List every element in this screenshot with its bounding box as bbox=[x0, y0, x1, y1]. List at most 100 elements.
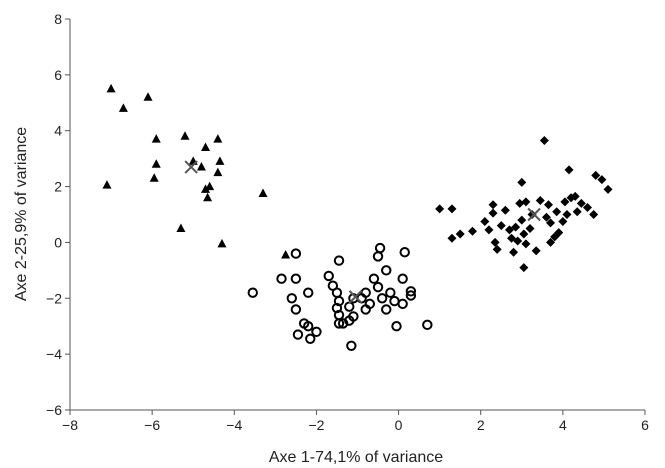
circle-point bbox=[391, 321, 402, 332]
circle-point bbox=[286, 293, 297, 304]
diamond-point bbox=[513, 236, 523, 246]
y-tick-label: 2 bbox=[54, 179, 62, 195]
x-tick-label: 2 bbox=[477, 417, 485, 433]
diamond-point bbox=[447, 233, 457, 243]
centroid-marker bbox=[527, 207, 541, 222]
triangle-point bbox=[196, 162, 206, 171]
series-triangle bbox=[102, 83, 291, 259]
circle-point bbox=[372, 281, 384, 293]
diamond-point bbox=[564, 165, 574, 175]
y-tick-label: −4 bbox=[46, 346, 62, 362]
diamond-point bbox=[535, 196, 545, 206]
centroid-marker bbox=[348, 290, 363, 304]
diamond-point bbox=[507, 233, 517, 243]
circle-point bbox=[346, 340, 357, 351]
diamond-point bbox=[525, 223, 535, 233]
centroid-markers bbox=[184, 160, 541, 304]
diamond-point bbox=[517, 215, 527, 225]
circle-point bbox=[247, 287, 258, 298]
circle-point bbox=[376, 293, 388, 304]
circle-point bbox=[344, 301, 355, 312]
triangle-point bbox=[213, 167, 223, 177]
x-tick-label: −4 bbox=[226, 417, 242, 433]
diamond-point bbox=[589, 210, 599, 219]
diamond-point bbox=[496, 221, 506, 231]
triangle-point bbox=[203, 192, 213, 202]
data-points bbox=[102, 83, 613, 351]
triangle-point bbox=[176, 223, 186, 232]
circle-point bbox=[385, 287, 396, 298]
series-diamond bbox=[435, 135, 613, 273]
diamond-point bbox=[546, 218, 556, 228]
x-tick-label: −6 bbox=[144, 417, 160, 433]
triangle-point bbox=[217, 238, 227, 248]
y-tick-label: −6 bbox=[46, 402, 62, 418]
y-axis-title: Axe 2-25,9% of variance bbox=[13, 127, 30, 301]
circle-point bbox=[368, 273, 380, 284]
x-tick-label: −8 bbox=[62, 417, 78, 433]
x-tick-label: −2 bbox=[308, 417, 324, 433]
triangle-point bbox=[149, 173, 159, 182]
circle-point bbox=[276, 273, 287, 284]
circle-point bbox=[397, 273, 408, 284]
triangle-point bbox=[201, 184, 211, 193]
triangle-point bbox=[205, 181, 215, 191]
circle-point bbox=[405, 290, 417, 301]
triangle-point bbox=[151, 159, 161, 168]
triangle-point bbox=[151, 134, 161, 143]
x-tick-label: 4 bbox=[559, 417, 567, 433]
circle-point bbox=[405, 286, 417, 297]
circle-point bbox=[399, 247, 410, 258]
triangle-point bbox=[143, 92, 153, 101]
diamond-point bbox=[519, 263, 529, 273]
diamond-point bbox=[480, 216, 490, 226]
x-tick-label: 6 bbox=[641, 417, 649, 433]
circle-point bbox=[374, 242, 386, 254]
circle-point bbox=[360, 304, 371, 315]
triangle-point bbox=[215, 156, 225, 165]
circle-point bbox=[305, 333, 316, 344]
y-tick-label: 4 bbox=[54, 123, 62, 139]
diamond-point bbox=[541, 212, 551, 222]
diamond-point bbox=[468, 226, 477, 236]
diamond-point bbox=[517, 177, 527, 187]
circle-point bbox=[311, 326, 322, 337]
x-axis-title: Axe 1-74,1% of variance bbox=[269, 449, 443, 466]
y-tick-label: 6 bbox=[54, 67, 62, 83]
triangle-point bbox=[102, 180, 112, 189]
circle-point bbox=[348, 311, 359, 322]
circle-point bbox=[397, 298, 408, 310]
diamond-point bbox=[435, 204, 445, 214]
circle-point bbox=[389, 295, 400, 307]
diamond-point bbox=[447, 204, 457, 214]
series-circle-open bbox=[247, 242, 433, 351]
circle-point bbox=[290, 273, 302, 284]
diamond-point bbox=[531, 246, 541, 256]
diamond-point bbox=[572, 207, 582, 217]
triangle-point bbox=[180, 131, 190, 140]
circle-point bbox=[323, 270, 334, 282]
circle-point bbox=[372, 251, 384, 262]
circle-point bbox=[381, 304, 392, 315]
diamond-point bbox=[490, 237, 500, 247]
diamond-point bbox=[511, 222, 521, 232]
y-tick-label: 8 bbox=[54, 11, 62, 27]
diamond-point bbox=[554, 228, 564, 238]
diamond-point bbox=[488, 200, 498, 210]
triangle-point bbox=[106, 83, 116, 93]
diamond-point bbox=[527, 210, 537, 219]
circle-point bbox=[422, 319, 433, 331]
diamond-point bbox=[558, 216, 568, 226]
diamond-point bbox=[488, 208, 498, 218]
circle-point bbox=[303, 321, 314, 332]
circle-point bbox=[331, 287, 343, 298]
x-tick-label: 0 bbox=[395, 417, 403, 433]
diamond-point bbox=[560, 197, 570, 207]
y-tick-label: 0 bbox=[54, 234, 62, 250]
centroid-marker bbox=[184, 160, 198, 174]
diamond-point bbox=[455, 229, 465, 239]
triangle-point bbox=[213, 134, 223, 143]
